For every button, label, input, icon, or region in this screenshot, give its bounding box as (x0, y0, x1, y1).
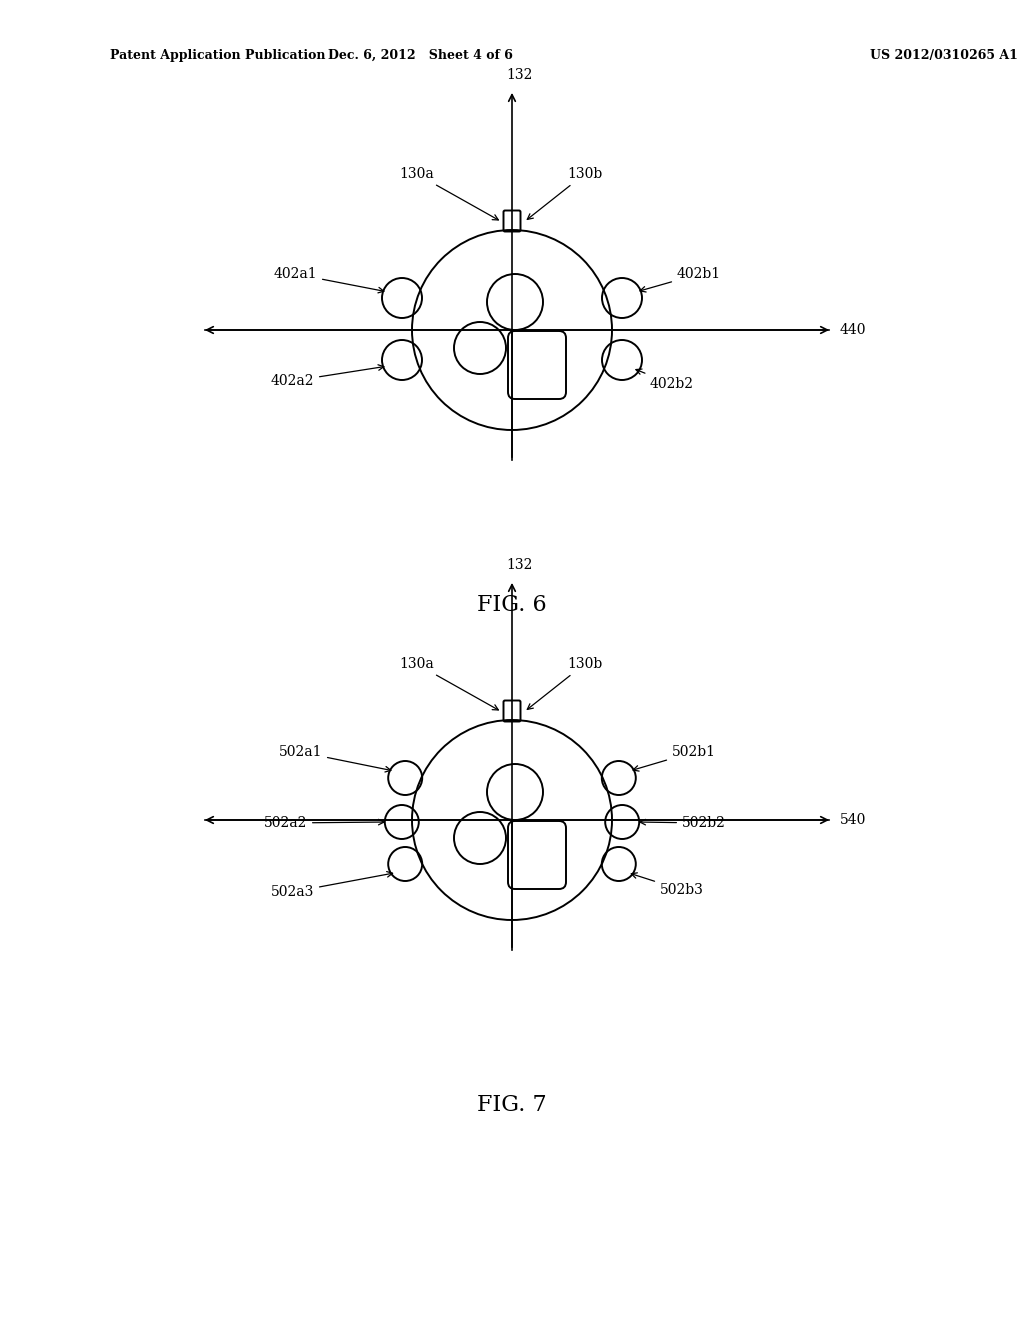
Text: 130b: 130b (527, 168, 602, 219)
Text: 502b3: 502b3 (631, 873, 703, 898)
Text: 540: 540 (840, 813, 866, 828)
Text: 130a: 130a (399, 657, 499, 710)
Text: 502b2: 502b2 (640, 816, 726, 830)
Text: 132: 132 (507, 69, 534, 82)
Text: 130a: 130a (399, 168, 499, 220)
Text: 440: 440 (840, 323, 866, 337)
Text: FIG. 6: FIG. 6 (477, 594, 547, 616)
Text: 402b2: 402b2 (636, 370, 694, 391)
Text: 402b1: 402b1 (640, 267, 721, 292)
Text: 130b: 130b (527, 657, 602, 709)
Text: 402a2: 402a2 (270, 364, 384, 388)
Text: Patent Application Publication: Patent Application Publication (110, 49, 326, 62)
Text: Dec. 6, 2012   Sheet 4 of 6: Dec. 6, 2012 Sheet 4 of 6 (328, 49, 512, 62)
Text: 502b1: 502b1 (633, 744, 716, 771)
Text: 502a1: 502a1 (279, 744, 391, 772)
Text: 132: 132 (507, 558, 534, 572)
Text: 502a3: 502a3 (270, 871, 392, 899)
Text: FIG. 7: FIG. 7 (477, 1094, 547, 1115)
Text: 502a2: 502a2 (263, 816, 384, 830)
Text: 402a1: 402a1 (273, 267, 384, 293)
Text: US 2012/0310265 A1: US 2012/0310265 A1 (870, 49, 1018, 62)
